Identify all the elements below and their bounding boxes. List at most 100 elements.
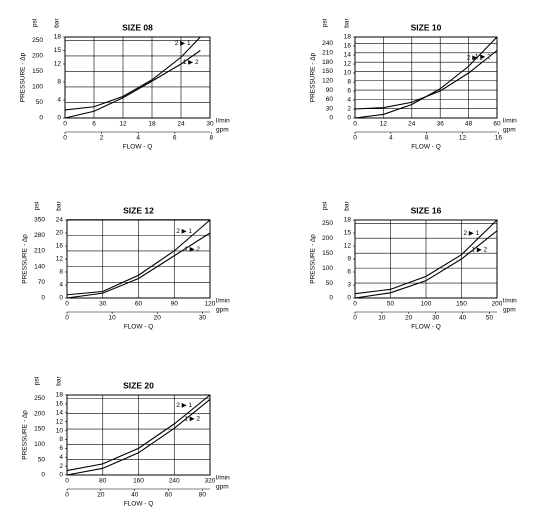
x-tick-label: 80: [99, 478, 107, 485]
x-unit: l/min: [216, 298, 230, 305]
y-tick-label: 4: [59, 282, 63, 289]
y-tick-label: 8: [59, 269, 63, 276]
y-tick-label: 4: [59, 454, 63, 461]
chart-title: SIZE 10: [411, 22, 442, 32]
x-tick-label: 0: [63, 121, 67, 128]
plot-frame: [354, 219, 498, 299]
y-tick-label: 0: [59, 295, 63, 302]
y-tick-label: 0: [59, 472, 63, 479]
curve: [64, 50, 201, 119]
y2-tick-label: 100: [322, 265, 333, 272]
y2-unit: psi: [32, 19, 39, 27]
y2-tick-label: 150: [322, 250, 333, 257]
y-tick-label: 16: [344, 43, 352, 50]
y-tick-label: 6: [59, 445, 63, 452]
curve: [66, 219, 211, 296]
x2-tick-label: 6: [173, 135, 177, 142]
y-tick-label: 18: [56, 392, 64, 399]
plot-frame: [66, 219, 211, 299]
y-axis-label: PRESSURE - Δp: [22, 410, 29, 460]
y2-tick-label: 180: [322, 59, 333, 66]
y-tick-label: 14: [56, 409, 64, 416]
x2-tick-label: 0: [353, 315, 357, 322]
y2-tick-label: 210: [34, 248, 45, 255]
curve-label: 1 ▶ 2: [471, 247, 487, 254]
y-tick-label: 0: [347, 115, 351, 122]
x2-tick-label: 8: [425, 135, 429, 142]
y-tick-label: 12: [344, 61, 352, 68]
x-tick-label: 100: [421, 301, 432, 308]
y-axis-label: PRESSURE - Δp: [310, 234, 317, 284]
y2-tick-label: 140: [34, 263, 45, 270]
x2-tick-label: 16: [495, 135, 503, 142]
y2-unit: psi: [34, 202, 41, 210]
y-tick-label: 16: [56, 401, 64, 408]
y-tick-label: 10: [56, 427, 64, 434]
x2-tick-label: 20: [405, 315, 413, 322]
y2-tick-label: 280: [34, 232, 45, 239]
curve-label: 1 ▶ 2: [184, 416, 200, 423]
curve: [354, 36, 498, 119]
y-tick-label: 4: [57, 97, 61, 104]
plot-frame: [354, 36, 498, 119]
y-tick-label: 6: [347, 269, 351, 276]
curve-label: 1 ▶ 2: [183, 59, 199, 66]
y2-tick-label: 240: [322, 40, 333, 47]
curve-label: 1 ▶ 2: [184, 246, 200, 253]
y-tick-label: 15: [344, 230, 352, 237]
y2-unit: psi: [34, 377, 41, 385]
x-tick-label: 6: [92, 121, 96, 128]
x2-tick-label: 60: [165, 492, 173, 499]
x2-tick-label: 0: [65, 315, 69, 322]
x2-tick-label: 20: [154, 315, 162, 322]
plot-frame: [64, 36, 211, 119]
x-axis-label: FLOW - Q: [123, 144, 153, 151]
y2-tick-label: 210: [322, 50, 333, 57]
x-tick-label: 50: [387, 301, 395, 308]
curve-label: 2 ▶ 1: [463, 230, 479, 237]
x-tick-label: 0: [65, 478, 69, 485]
x-tick-label: 200: [492, 301, 503, 308]
y2-tick-label: 90: [326, 87, 334, 94]
x-tick-label: 240: [169, 478, 180, 485]
y-tick-label: 12: [54, 61, 62, 68]
y-tick-label: 8: [59, 436, 63, 443]
x2-tick-label: 2: [100, 135, 104, 142]
y2-tick-label: 150: [322, 68, 333, 75]
y-unit: bar: [344, 17, 351, 27]
y2-tick-label: 350: [34, 216, 45, 223]
x2-tick-label: 40: [459, 315, 467, 322]
y2-tick-label: 150: [32, 68, 43, 75]
x-axis-label: FLOW - Q: [124, 324, 154, 331]
x2-tick-label: 4: [136, 135, 140, 142]
curve-label: 2 ▶ 1: [467, 54, 483, 61]
curve-label: 2 ▶ 1: [176, 402, 192, 409]
y-tick-label: 18: [54, 34, 62, 41]
y2-tick-label: 0: [329, 295, 333, 302]
x2-tick-label: 8: [209, 135, 213, 142]
y-tick-label: 24: [56, 217, 64, 224]
y-tick-label: 8: [347, 79, 351, 86]
x2-unit: gpm: [503, 307, 516, 314]
y-axis-label: PRESSURE - Δp: [20, 52, 27, 102]
y-tick-label: 2: [347, 106, 351, 113]
x-tick-label: 150: [456, 301, 467, 308]
x-tick-label: 160: [133, 478, 144, 485]
y-tick-label: 2: [59, 463, 63, 470]
curve: [354, 219, 498, 295]
y2-tick-label: 200: [32, 53, 43, 60]
y2-tick-label: 250: [32, 37, 43, 44]
x-tick-label: 0: [353, 121, 357, 128]
x-tick-label: 48: [465, 121, 473, 128]
y2-tick-label: 250: [322, 220, 333, 227]
x2-unit: gpm: [216, 127, 229, 134]
y2-tick-label: 50: [326, 280, 334, 287]
y2-tick-label: 0: [39, 115, 43, 122]
x-tick-label: 0: [353, 301, 357, 308]
x2-tick-label: 80: [199, 492, 207, 499]
y-tick-label: 18: [344, 217, 352, 224]
curve: [354, 230, 498, 299]
y-tick-label: 15: [54, 47, 62, 54]
curve: [64, 36, 201, 111]
